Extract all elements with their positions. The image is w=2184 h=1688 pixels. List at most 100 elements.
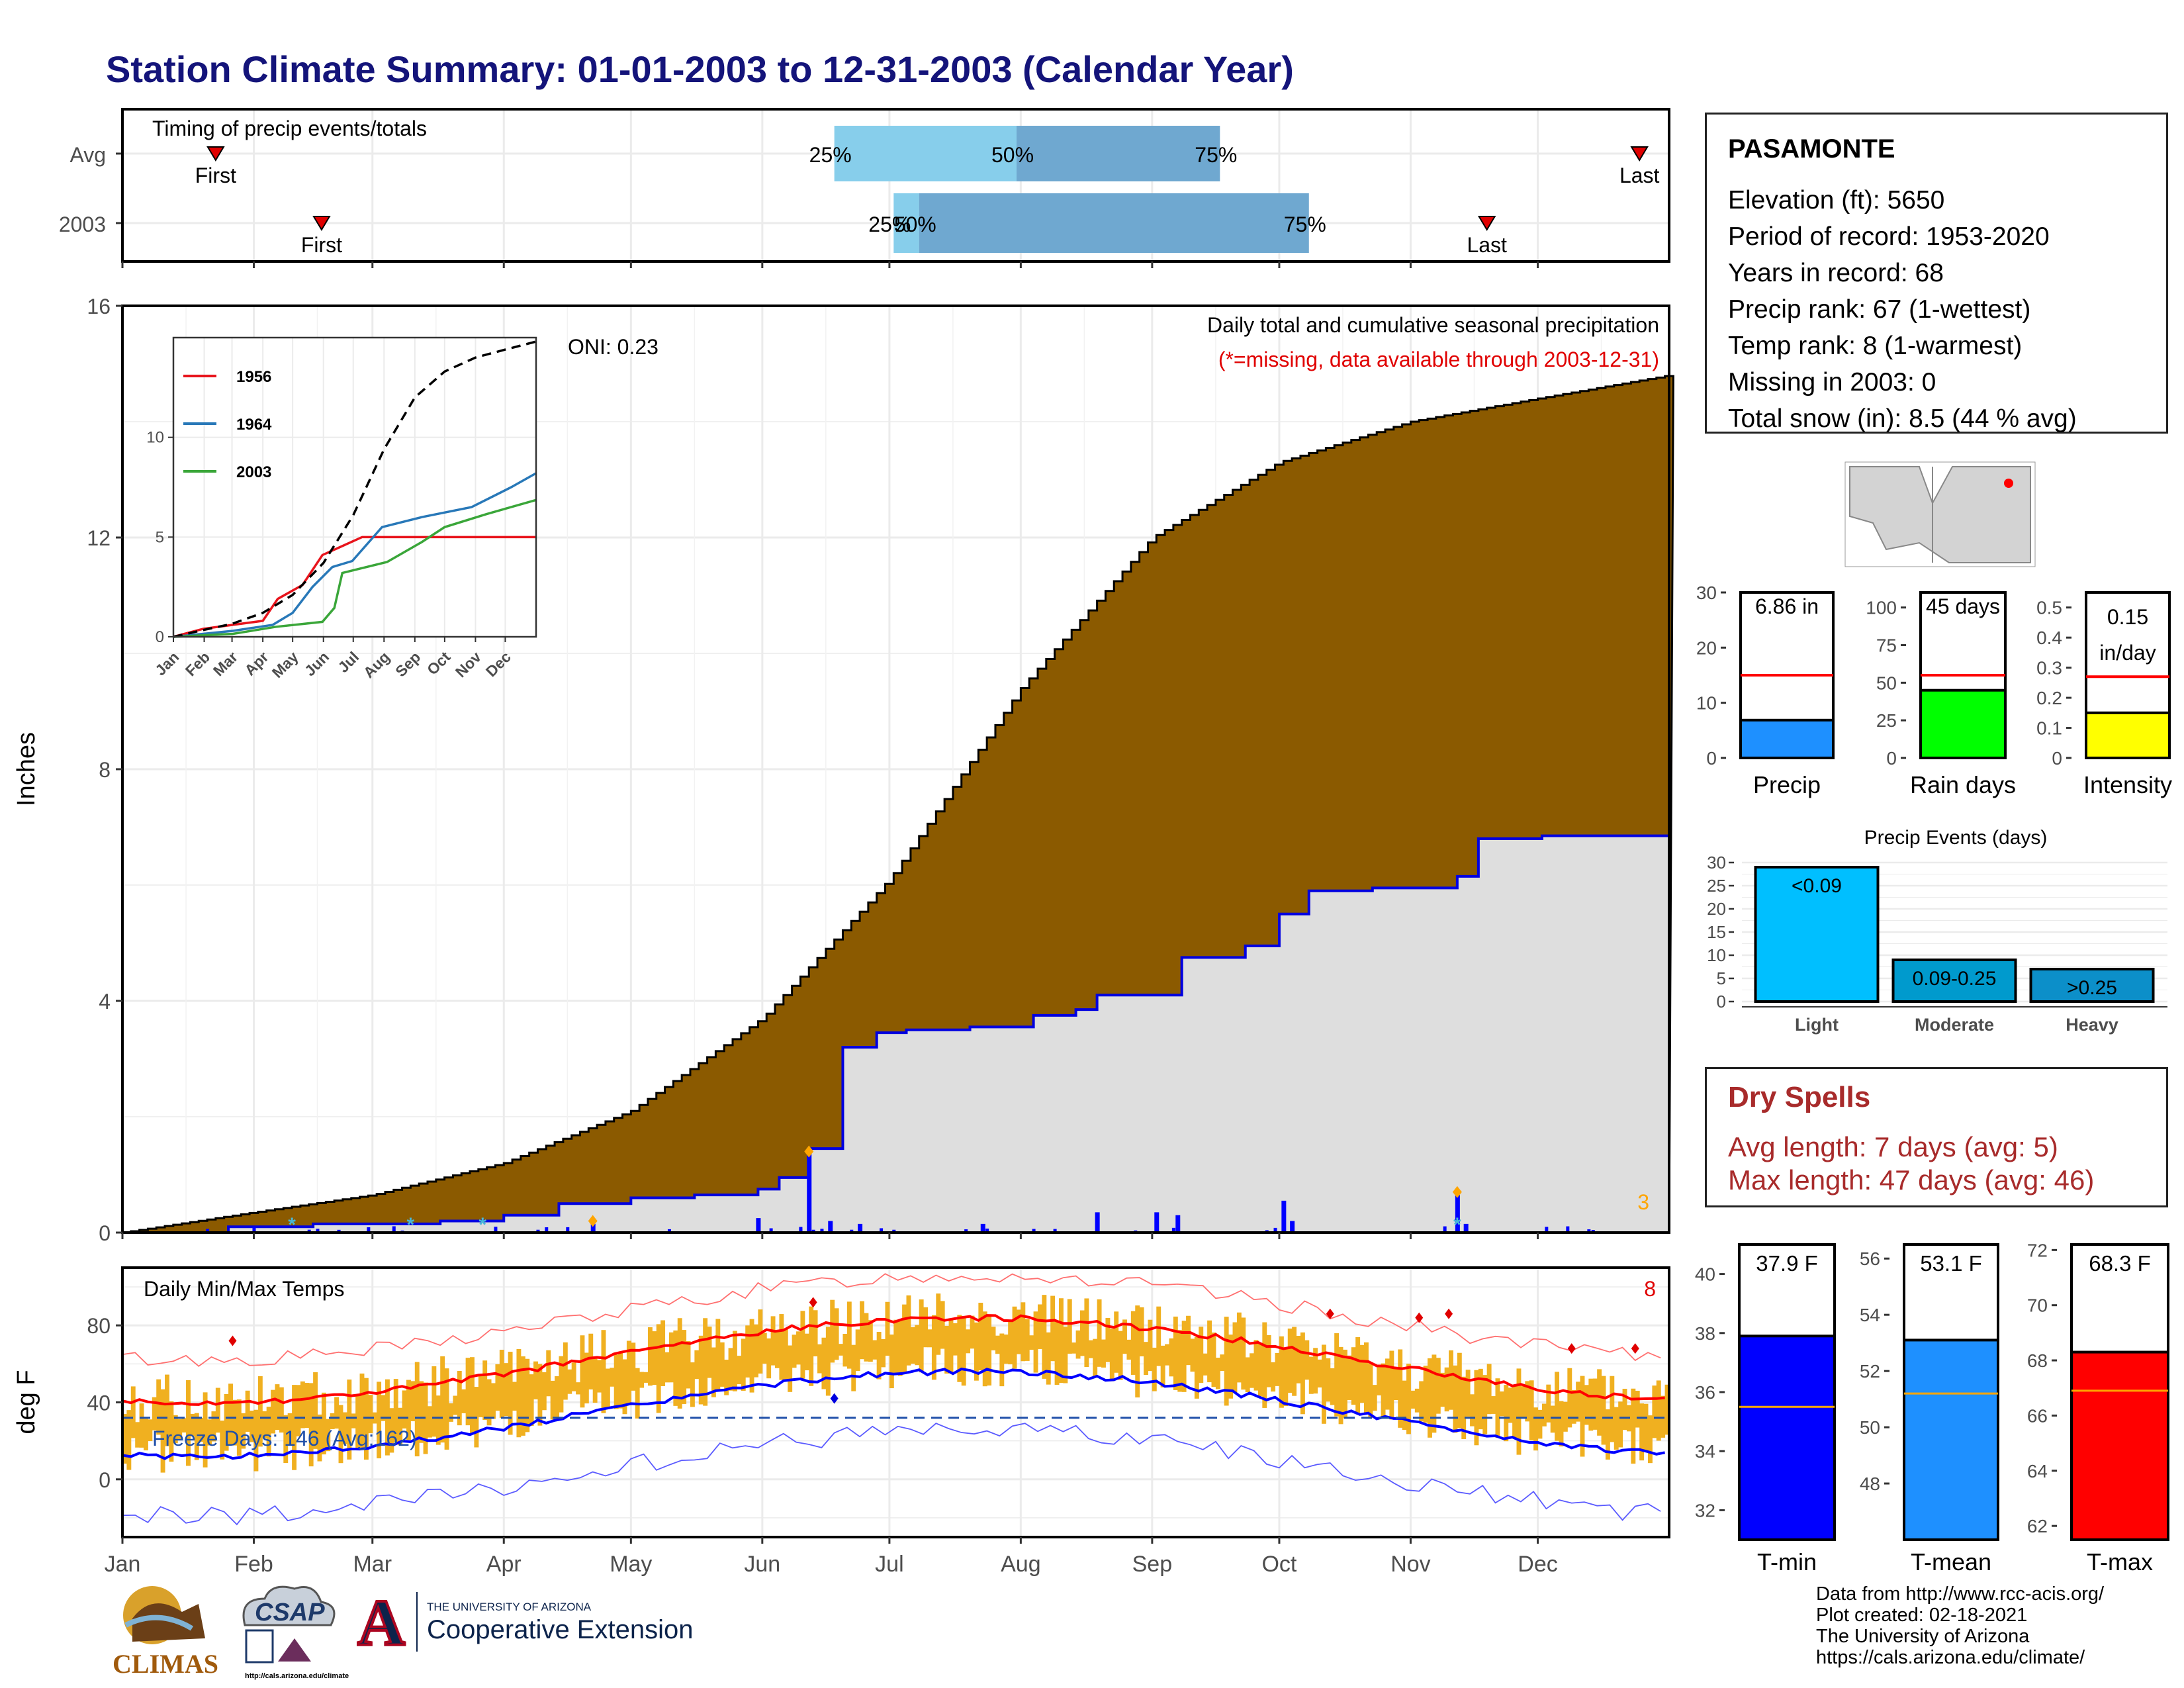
daily-temp-bar [1364,1342,1369,1415]
daily-temp-bar [262,1411,267,1438]
daily-temp-bar [1059,1298,1064,1383]
daily-temp-bar [215,1387,220,1433]
record-low-marker [830,1393,839,1404]
daily-temp-bar [1537,1409,1543,1439]
daily-temp-bar [504,1363,509,1417]
gauge-precip-tick-label: 0 [1706,748,1717,769]
daily-temp-bar [1139,1307,1144,1357]
daily-temp-bar [1118,1331,1123,1380]
daily-temp-bar [618,1352,623,1409]
daily-temp-bar [1385,1358,1390,1410]
daily-temp-bar [1355,1336,1361,1413]
gauge-tmin-label: T-min [1757,1548,1817,1575]
daily-precip-bar-small [494,1227,498,1233]
daily-temp-bar [1643,1403,1649,1452]
daily-temp-bar [876,1332,882,1380]
inset-legend-label: 2003 [236,463,271,481]
daily-temp-bar [1461,1376,1467,1439]
daily-precip-bar-small [316,1229,320,1233]
daily-precip-bar-small [307,1229,311,1233]
daily-temp-bar [893,1319,899,1374]
daily-temp-bar [1576,1382,1581,1422]
precip-y-tick-label: 0 [99,1221,111,1245]
record-high-marker [1445,1308,1453,1319]
daily-temp-bar [338,1405,343,1464]
daily-temp-bar [1046,1332,1051,1385]
daily-temp-bar [775,1331,780,1368]
daily-temp-bar [1330,1368,1335,1405]
daily-temp-bar [1406,1364,1411,1434]
snow-marker: * [288,1214,296,1236]
daily-temp-bar [846,1301,852,1369]
daily-precip-bar [807,1149,812,1233]
gauge-precip-tick-label: 10 [1696,693,1717,714]
month-label: Sep [1132,1552,1173,1577]
daily-temp-bar [737,1356,742,1385]
inset-legend-label: 1956 [236,368,271,386]
precip-events-tick-label: 30 [1707,853,1726,872]
daily-temp-bar [686,1341,691,1389]
daily-temp-bar [851,1344,856,1391]
inset-border [172,336,537,638]
ua-a-logo: A [357,1586,405,1660]
daily-temp-bar [296,1385,301,1436]
daily-temp-bar [199,1417,204,1442]
gauge-tmean-tick-label: 54 [1860,1305,1880,1325]
daily-temp-bar [406,1380,411,1440]
daily-temp-bar [169,1401,174,1462]
timing-avg-bar-50-75 [1016,126,1220,181]
oni-label: ONI: 0.23 [568,335,659,359]
daily-temp-bar [885,1301,890,1356]
daily-temp-bar [181,1418,187,1433]
gauge-tmean-tick-label: 56 [1860,1248,1880,1269]
daily-temp-bar [1541,1403,1547,1427]
month-label: Dec [1518,1552,1557,1577]
daily-temp-bar [1169,1338,1174,1377]
station-elevation: Elevation (ft): 5650 [1728,186,1945,214]
daily-temp-bar [745,1325,751,1378]
precip-events-tick-label: 5 [1717,968,1726,988]
daily-temp-bar [499,1350,504,1418]
credit-plot-created: Plot created: 02-18-2021 [1816,1605,2028,1626]
daily-temp-bar [647,1327,653,1386]
daily-temp-bar [541,1372,547,1411]
gauge-tmin-tick-label: 36 [1695,1382,1715,1403]
daily-temp-bar [1165,1344,1169,1366]
freeze-days-label: Freeze Days: 146 (Avg:162) [152,1427,417,1450]
precip-y-tick-label: 12 [87,526,111,550]
daily-temp-bar [1012,1306,1017,1369]
daily-temp-bar [622,1359,627,1415]
daily-temp-bar [177,1419,183,1439]
credit-url: https://cals.arizona.edu/climate/ [1816,1647,2085,1668]
daily-temp-bar [1601,1376,1606,1445]
daily-temp-bar [1114,1311,1119,1373]
daily-temp-bar [1126,1339,1132,1360]
inset-series-2003 [173,498,537,638]
daily-temp-bar [974,1322,979,1381]
daily-temp-bar [512,1382,517,1411]
daily-temp-bar [643,1372,649,1383]
daily-temp-bar [872,1340,878,1360]
timing-q25-label: 25% [809,143,852,167]
daily-temp-bar [1177,1330,1183,1392]
precip-events-tick-label: 15 [1707,922,1726,942]
daily-temp-bar [999,1333,1005,1387]
temp-corner-value: 8 [1644,1277,1656,1301]
gauge-precip-label: Precip [1753,771,1821,798]
month-label: Jun [744,1552,780,1577]
daily-temp-bar [719,1342,725,1387]
daily-temp-bar [571,1362,576,1391]
daily-temp-bar [292,1385,297,1470]
daily-precip-bar-small [880,1228,884,1233]
daily-temp-bar [1580,1376,1585,1457]
daily-precip-bar-small [1545,1227,1549,1233]
daily-temp-bar [236,1399,242,1456]
daily-temp-bar [1245,1357,1250,1393]
daily-temp-bar [1546,1384,1551,1423]
daily-temp-bar [1160,1345,1165,1387]
daily-temp-bar [253,1409,259,1472]
gauge-tmax-label: T-max [2087,1548,2153,1575]
daily-temp-bar [991,1327,996,1350]
daily-temp-bar [470,1357,475,1434]
